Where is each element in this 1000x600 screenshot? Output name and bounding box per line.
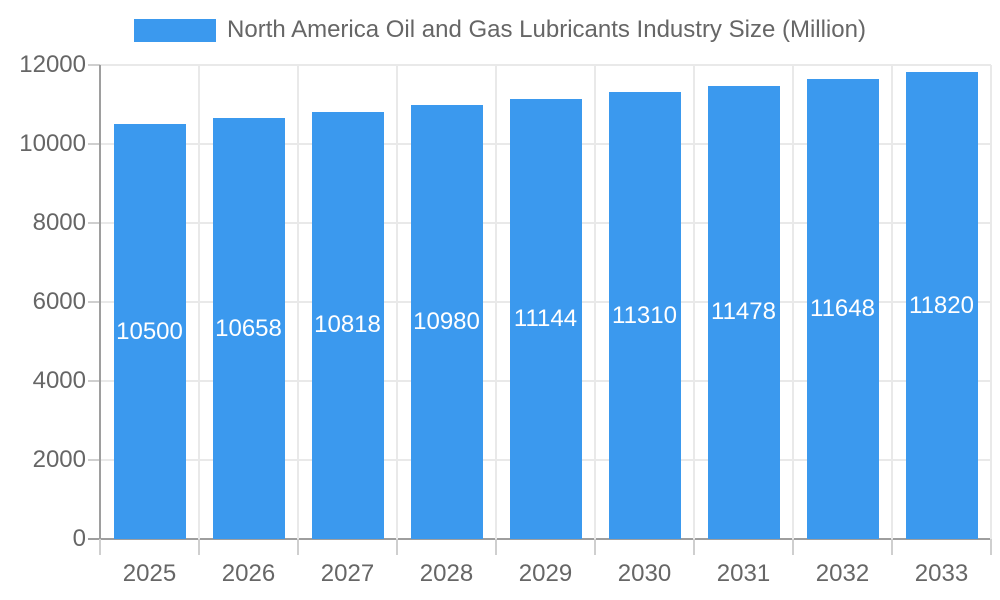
x-axis-label: 2027 <box>320 560 375 587</box>
x-axis-tick <box>396 539 398 555</box>
y-axis-tick <box>88 64 100 66</box>
y-axis-tick-label: 2000 <box>32 446 86 473</box>
legend[interactable]: North America Oil and Gas Lubricants Ind… <box>0 16 1000 44</box>
y-axis-tick <box>88 459 100 461</box>
bar-value-label: 11820 <box>909 291 974 319</box>
y-axis-tick <box>88 143 100 145</box>
x-axis-line <box>100 538 991 540</box>
y-axis-tick-label: 8000 <box>32 209 86 236</box>
bar[interactable] <box>509 98 582 539</box>
y-axis-tick-label: 6000 <box>32 288 86 315</box>
bar-value-label: 11478 <box>711 298 776 326</box>
bar[interactable] <box>212 118 285 539</box>
v-gridline <box>990 65 992 539</box>
bar-value-label: 10818 <box>314 311 381 339</box>
bar[interactable] <box>410 105 483 539</box>
v-gridline <box>495 65 497 539</box>
bar-value-label: 10658 <box>215 314 282 342</box>
chart-title: North America Oil and Gas Lubricants Ind… <box>227 16 866 43</box>
bar-value-label: 10980 <box>413 308 480 336</box>
y-axis-tick-label: 4000 <box>32 367 86 394</box>
y-axis-tick-label: 10000 <box>19 130 86 157</box>
x-axis-label: 2030 <box>617 560 672 587</box>
x-axis-tick <box>297 539 299 555</box>
bar[interactable] <box>113 124 186 539</box>
x-axis-tick <box>891 539 893 555</box>
bar-value-label: 11144 <box>513 304 578 332</box>
v-gridline <box>891 65 893 539</box>
v-gridline <box>396 65 398 539</box>
x-axis-label: 2032 <box>815 560 870 587</box>
x-axis-label: 2028 <box>419 560 474 587</box>
x-axis-label: 2025 <box>122 560 177 587</box>
x-axis-tick <box>99 539 101 555</box>
x-axis-label: 2033 <box>914 560 969 587</box>
y-axis-tick <box>88 380 100 382</box>
x-axis-label: 2029 <box>518 560 573 587</box>
x-axis-tick <box>495 539 497 555</box>
v-gridline <box>198 65 200 539</box>
x-axis-tick <box>792 539 794 555</box>
y-axis-tick-label: 12000 <box>19 51 86 78</box>
bar[interactable] <box>707 85 780 539</box>
x-axis-tick <box>594 539 596 555</box>
bar-value-label: 11310 <box>612 301 677 329</box>
x-axis-tick <box>693 539 695 555</box>
v-gridline <box>594 65 596 539</box>
bar[interactable] <box>311 111 384 539</box>
y-axis-tick <box>88 538 100 540</box>
v-gridline <box>792 65 794 539</box>
legend-swatch <box>134 18 217 42</box>
y-axis-line <box>99 65 101 539</box>
x-axis-tick <box>990 539 992 555</box>
y-axis-tick <box>88 301 100 303</box>
v-gridline <box>693 65 695 539</box>
h-gridline <box>100 64 991 66</box>
bar[interactable] <box>905 72 978 539</box>
bar[interactable] <box>608 92 681 539</box>
y-axis-tick-label: 0 <box>72 525 86 552</box>
bar-value-label: 10500 <box>116 317 183 345</box>
bar[interactable] <box>806 78 879 539</box>
v-gridline <box>297 65 299 539</box>
bar-value-label: 11648 <box>810 294 875 322</box>
x-axis-tick <box>198 539 200 555</box>
x-axis-label: 2026 <box>221 560 276 587</box>
y-axis-tick <box>88 222 100 224</box>
x-axis-label: 2031 <box>716 560 771 587</box>
